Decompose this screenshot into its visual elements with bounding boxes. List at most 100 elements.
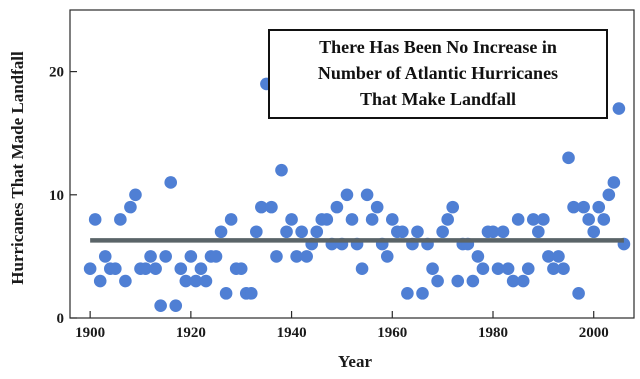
data-point bbox=[441, 213, 454, 226]
data-point bbox=[476, 262, 490, 276]
data-point bbox=[93, 274, 107, 288]
data-point bbox=[471, 250, 485, 263]
data-point bbox=[300, 250, 313, 263]
data-point bbox=[385, 213, 399, 226]
data-point bbox=[164, 176, 178, 189]
data-point bbox=[431, 274, 444, 288]
data-points bbox=[83, 77, 631, 312]
data-point bbox=[83, 262, 97, 276]
x-tick-label: 1900 bbox=[75, 325, 105, 341]
data-point bbox=[552, 250, 565, 263]
data-point bbox=[486, 225, 500, 239]
y-tick-label: 10 bbox=[49, 188, 64, 204]
data-point bbox=[340, 188, 354, 202]
data-point bbox=[557, 262, 570, 276]
data-point bbox=[401, 287, 414, 300]
x-tick-label: 1960 bbox=[377, 325, 407, 341]
data-point bbox=[597, 213, 611, 226]
data-point bbox=[255, 200, 268, 214]
data-point bbox=[380, 250, 394, 263]
data-point bbox=[250, 225, 263, 239]
x-tick-label: 1920 bbox=[176, 325, 206, 341]
data-point bbox=[224, 213, 238, 226]
data-point bbox=[612, 102, 626, 115]
data-point bbox=[280, 225, 293, 239]
data-point bbox=[214, 225, 228, 239]
data-point bbox=[219, 287, 233, 300]
data-point bbox=[496, 225, 510, 239]
y-axis-title: Hurricanes That Made Landfall bbox=[8, 51, 27, 285]
annotation-line-2: Number of Atlantic Hurricanes bbox=[318, 63, 558, 83]
data-point bbox=[577, 200, 590, 214]
plot-frame bbox=[69, 9, 635, 319]
data-point bbox=[194, 262, 208, 276]
data-point bbox=[244, 287, 258, 300]
data-point bbox=[582, 213, 595, 226]
data-point bbox=[451, 274, 465, 288]
data-point bbox=[567, 200, 580, 214]
data-point bbox=[149, 262, 162, 276]
data-point bbox=[209, 250, 223, 263]
data-point bbox=[119, 274, 132, 288]
data-point bbox=[88, 213, 102, 226]
data-point bbox=[285, 213, 298, 226]
data-point bbox=[265, 200, 278, 214]
data-point bbox=[506, 274, 520, 288]
data-point bbox=[411, 225, 424, 239]
data-point bbox=[139, 262, 152, 276]
data-point bbox=[436, 225, 449, 239]
data-point bbox=[532, 225, 545, 239]
x-axis-title: Year bbox=[338, 352, 372, 371]
data-point bbox=[199, 274, 213, 288]
data-point bbox=[537, 213, 550, 226]
data-point bbox=[124, 200, 137, 214]
data-point bbox=[365, 213, 379, 226]
data-point bbox=[154, 299, 167, 312]
data-point bbox=[174, 262, 188, 276]
data-point bbox=[466, 274, 480, 288]
data-point bbox=[189, 274, 203, 288]
data-point bbox=[295, 225, 308, 239]
annotation-line-1: There Has Been No Increase in bbox=[319, 37, 557, 57]
data-point bbox=[602, 188, 616, 202]
data-point bbox=[98, 250, 112, 263]
data-point bbox=[592, 200, 606, 214]
data-point bbox=[446, 200, 460, 214]
data-point bbox=[179, 274, 193, 288]
data-point bbox=[330, 200, 344, 214]
data-point bbox=[320, 213, 334, 226]
data-point bbox=[396, 225, 409, 239]
data-point bbox=[511, 213, 525, 226]
data-point bbox=[370, 200, 384, 214]
data-point bbox=[526, 213, 540, 226]
data-point bbox=[547, 262, 560, 276]
data-point bbox=[144, 250, 157, 263]
data-point bbox=[572, 287, 585, 300]
annotation-line-3: That Make Landfall bbox=[360, 89, 516, 109]
data-point bbox=[426, 262, 439, 276]
data-point bbox=[129, 188, 142, 202]
data-point bbox=[355, 262, 369, 276]
x-tick-label: 2000 bbox=[579, 325, 609, 341]
data-point bbox=[114, 213, 127, 226]
x-tick-label: 1940 bbox=[277, 325, 307, 341]
data-point bbox=[501, 262, 515, 276]
y-tick-label: 20 bbox=[49, 65, 64, 81]
annotation-frame bbox=[268, 29, 608, 119]
data-point bbox=[310, 225, 324, 239]
data-point bbox=[234, 262, 248, 276]
data-point bbox=[562, 151, 575, 165]
data-point bbox=[159, 250, 172, 263]
data-point bbox=[290, 250, 303, 263]
data-point bbox=[542, 250, 555, 263]
data-point bbox=[270, 250, 283, 263]
x-tick-label: 1980 bbox=[478, 325, 508, 341]
data-point bbox=[521, 262, 535, 276]
data-point bbox=[516, 274, 530, 288]
data-point bbox=[607, 176, 621, 189]
data-point bbox=[109, 262, 122, 276]
annotation-box: There Has Been No Increase in Number of … bbox=[268, 29, 608, 119]
axes: 1900 1920 1940 1960 1980 2000 0 10 20 bbox=[49, 9, 635, 341]
